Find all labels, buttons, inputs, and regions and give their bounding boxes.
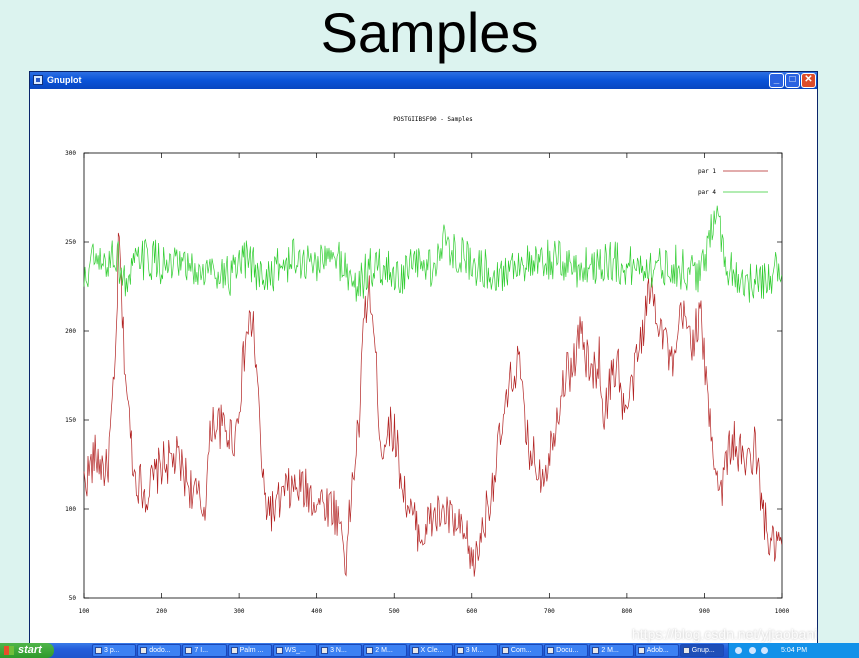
x-tick-label: 300 xyxy=(234,608,245,615)
taskbar-item-label: Palm ... xyxy=(239,647,264,654)
window-title: Gnuplot xyxy=(47,75,82,85)
tray-icon[interactable] xyxy=(735,647,742,654)
taskbar-item-label: 3 M... xyxy=(465,647,484,654)
taskbar-item-label: 2 M... xyxy=(375,647,393,654)
gnuplot-window: Gnuplot _ □ ✕ POSTGIIBSF90 - Samples 100 2… xyxy=(30,72,817,644)
taskbar-item-label: WS_... xyxy=(284,647,306,654)
clock: 5:04 PM xyxy=(781,647,808,654)
taskbar-item-label: 3 N... xyxy=(330,647,347,654)
start-label: start xyxy=(18,644,42,656)
x-tick-label: 600 xyxy=(466,608,477,615)
taskbar-item-icon xyxy=(140,647,148,654)
y-tick-label: 100 xyxy=(65,506,76,513)
taskbar-item-icon xyxy=(366,647,374,654)
taskbar-item-label: Gnup... xyxy=(691,647,715,654)
taskbar-item[interactable]: 3 p... xyxy=(92,644,137,657)
taskbar-item-icon xyxy=(230,647,238,654)
taskbar-item[interactable]: X Cle... xyxy=(408,644,453,657)
taskbar-item-icon xyxy=(682,647,690,654)
y-tick-label: 150 xyxy=(65,417,76,424)
taskbar-item[interactable]: Gnup... xyxy=(679,644,724,657)
taskbar-item-icon xyxy=(411,647,419,654)
y-tick-label: 50 xyxy=(69,595,77,602)
tray-icon[interactable] xyxy=(761,647,768,654)
taskbar-item[interactable]: Palm ... xyxy=(227,644,272,657)
taskbar-item[interactable]: Com... xyxy=(498,644,544,657)
window-titlebar[interactable]: Gnuplot _ □ ✕ xyxy=(30,72,817,89)
series-line-par-1 xyxy=(83,232,783,577)
taskbar-item[interactable]: Docu... xyxy=(544,644,589,657)
taskbar-item-label: Adob... xyxy=(646,647,669,654)
gnuplot-app-icon xyxy=(33,75,43,85)
taskbar-item-label: Com... xyxy=(510,647,532,654)
x-tick-label: 900 xyxy=(699,608,710,615)
watermark: https://blog.csdn.net/yjtaobani xyxy=(632,626,818,642)
taskbar-item-label: X Cle... xyxy=(420,647,444,654)
plot-frame xyxy=(83,152,783,599)
plot-canvas: POSTGIIBSF90 - Samples 100 200 300 400 500 600… xyxy=(65,116,790,615)
taskbar: start 3 p... dodo... 7 I... Palm ... WS_... 3… xyxy=(0,643,859,658)
taskbar-item-icon xyxy=(637,647,645,654)
x-tick-label: 1000 xyxy=(775,608,790,615)
taskbar-item-icon xyxy=(95,647,102,654)
taskbar-item-icon xyxy=(275,647,283,654)
taskbar-item[interactable]: 2 M... xyxy=(589,644,634,657)
taskbar-item[interactable]: 2 M... xyxy=(363,644,408,657)
tray-icon[interactable] xyxy=(749,647,756,654)
x-tick-label: 100 xyxy=(79,608,90,615)
taskbar-item[interactable]: 3 M... xyxy=(453,644,498,657)
taskbar-item-icon xyxy=(592,647,600,654)
taskbar-item-label: 2 M... xyxy=(601,647,619,654)
legend-label: par 1 xyxy=(698,168,716,175)
start-button[interactable]: start xyxy=(0,643,54,658)
taskbar-item-icon xyxy=(321,647,329,654)
taskbar-item-label: 3 p... xyxy=(104,647,120,654)
x-tick-label: 400 xyxy=(311,608,322,615)
x-tick-label: 500 xyxy=(389,608,400,615)
taskbar-item-label: Docu... xyxy=(556,647,579,654)
chart-title: POSTGIIBSF90 - Samples xyxy=(393,116,473,123)
taskbar-item-label: 7 I... xyxy=(194,647,209,654)
taskbar-item-icon xyxy=(501,647,509,654)
taskbar-item[interactable]: Adob... xyxy=(634,644,679,657)
taskbar-item-label: dodo... xyxy=(149,647,171,654)
y-tick-label: 200 xyxy=(65,328,76,335)
windows-logo-icon xyxy=(4,646,14,655)
series-line-par-4 xyxy=(83,205,783,303)
taskbar-item[interactable]: 7 I... xyxy=(182,644,227,657)
x-tick-label: 700 xyxy=(544,608,555,615)
close-button[interactable]: ✕ xyxy=(801,73,816,88)
legend-label: par 4 xyxy=(698,189,716,196)
taskbar-item-icon xyxy=(185,647,193,654)
system-tray: 5:04 PM xyxy=(728,643,859,658)
x-tick-label: 200 xyxy=(156,608,167,615)
x-tick-label: 800 xyxy=(621,608,632,615)
taskbar-item[interactable]: WS_... xyxy=(272,644,318,657)
taskbar-item-icon xyxy=(547,647,555,654)
taskbar-item-icon xyxy=(456,647,464,654)
taskbar-item[interactable]: dodo... xyxy=(137,644,182,657)
slide-title: Samples xyxy=(320,1,539,64)
taskbar-item[interactable]: 3 N... xyxy=(318,644,363,657)
maximize-button[interactable]: □ xyxy=(785,73,800,88)
y-tick-label: 300 xyxy=(65,150,76,157)
y-tick-label: 250 xyxy=(65,239,76,246)
minimize-button[interactable]: _ xyxy=(769,73,784,88)
